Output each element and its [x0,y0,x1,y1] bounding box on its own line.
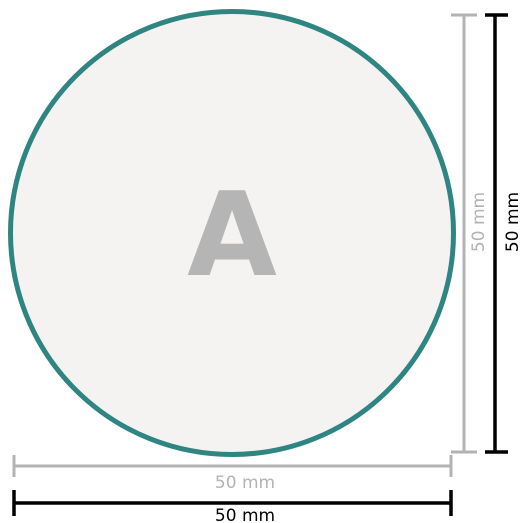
circle-shape [8,9,456,457]
inner-height-dimension: 50 mm [451,13,489,454]
inner-height-label: 50 mm [469,192,489,252]
inner-width-label: 50 mm [215,473,275,493]
outer-height-label: 50 mm [503,192,521,252]
center-letter: A [187,168,277,303]
outer-height-dimension: 50 mm [485,13,521,454]
outer-width-dimension: 50 mm [12,490,453,523]
outer-width-label: 50 mm [215,506,275,523]
inner-width-dimension: 50 mm [12,455,453,493]
